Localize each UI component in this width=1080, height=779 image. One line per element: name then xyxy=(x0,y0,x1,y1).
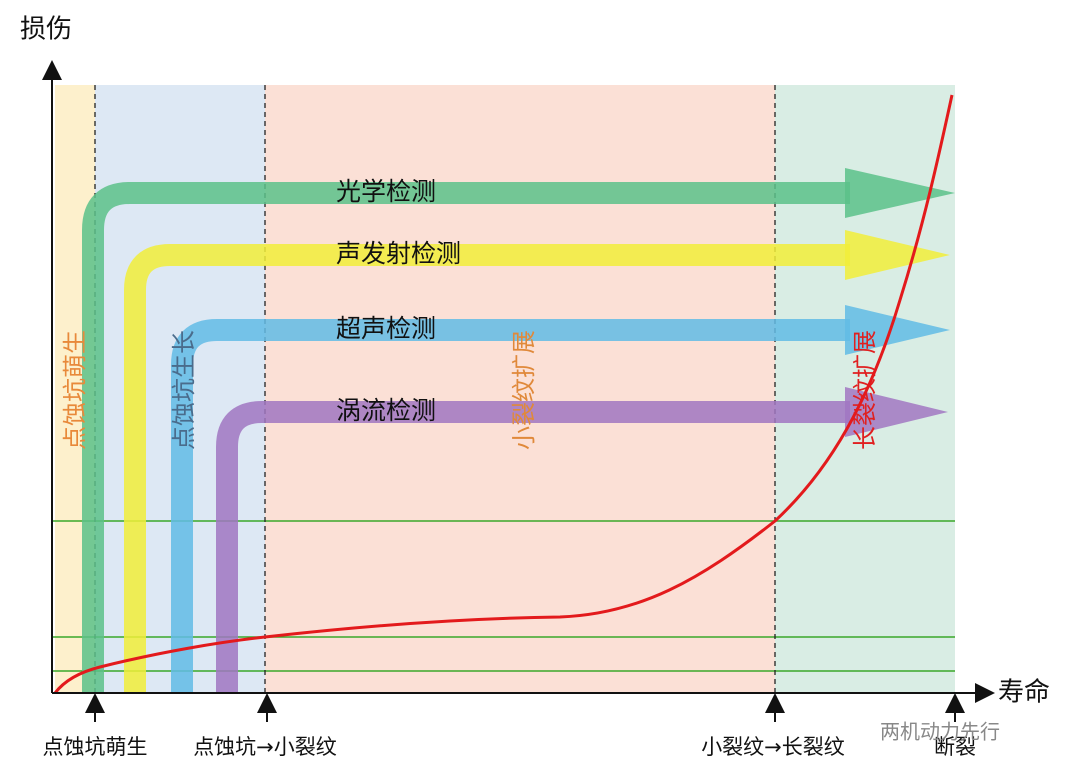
method-label: 涡流检测 xyxy=(336,396,436,425)
stage-label: 点蚀坑萌生 xyxy=(61,330,89,450)
method-bands xyxy=(82,182,850,693)
damage-curve xyxy=(53,94,954,694)
method-arrowheads xyxy=(845,168,955,437)
method-label: 光学检测 xyxy=(336,177,436,206)
milestone-arrows xyxy=(85,693,965,722)
stage-label: 小裂纹扩展 xyxy=(510,330,538,450)
method-label: 超声检测 xyxy=(336,314,436,343)
method-label: 声发射检测 xyxy=(336,239,461,268)
y-axis-label: 损伤 xyxy=(20,15,72,45)
milestone-label: 点蚀坑→小裂纹 xyxy=(193,735,337,759)
milestone-label: 点蚀坑萌生 xyxy=(43,735,148,759)
threshold-lines xyxy=(52,520,955,672)
stage-label: 点蚀坑生长 xyxy=(170,330,198,450)
milestone-label: 断裂 xyxy=(934,735,976,759)
watermark: 两机动力先行 xyxy=(880,720,1000,744)
milestone-label: 小裂纹→长裂纹 xyxy=(701,735,845,759)
x-axis-label: 寿命 xyxy=(998,678,1050,708)
